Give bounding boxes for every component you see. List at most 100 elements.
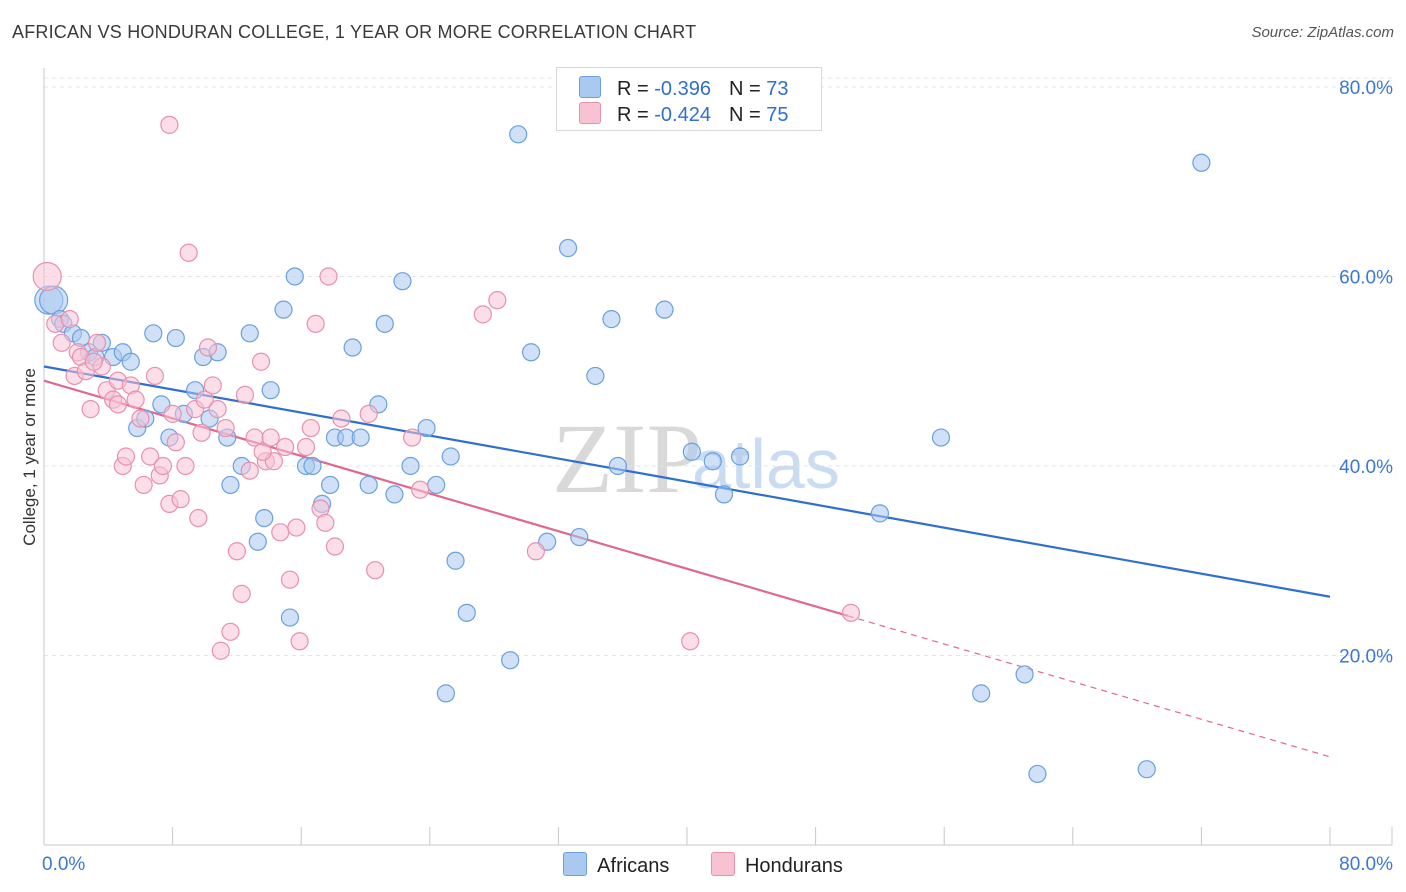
source-label: Source: ZipAtlas.com bbox=[1251, 24, 1394, 41]
point-africans bbox=[261, 381, 280, 400]
point-hondurans bbox=[145, 366, 165, 386]
point-hondurans bbox=[126, 390, 145, 409]
point-hondurans bbox=[87, 333, 107, 352]
point-hondurans bbox=[227, 542, 246, 561]
point-hondurans bbox=[319, 267, 338, 286]
legend-r-value-hondurans: -0.424 bbox=[654, 104, 711, 126]
point-hondurans bbox=[179, 243, 198, 262]
point-africans bbox=[602, 310, 621, 329]
point-hondurans bbox=[153, 456, 173, 476]
point-hondurans bbox=[140, 447, 160, 466]
point-hondurans bbox=[134, 475, 153, 495]
point-africans bbox=[1015, 665, 1034, 684]
point-hondurans bbox=[253, 442, 272, 461]
point-africans bbox=[436, 684, 455, 703]
gridlines bbox=[44, 77, 1392, 656]
point-hondurans bbox=[287, 518, 306, 537]
point-africans bbox=[285, 267, 304, 286]
point-hondurans bbox=[332, 409, 351, 428]
point-hondurans bbox=[261, 428, 280, 447]
point-hondurans bbox=[526, 542, 545, 561]
point-africans bbox=[1028, 764, 1047, 784]
point-africans bbox=[441, 447, 460, 466]
point-africans bbox=[446, 551, 465, 570]
point-hondurans bbox=[116, 447, 136, 466]
series-swatch-africans bbox=[563, 852, 588, 876]
point-hondurans bbox=[488, 291, 507, 310]
point-africans bbox=[608, 456, 627, 476]
point-hondurans bbox=[841, 603, 861, 622]
point-africans bbox=[714, 485, 734, 504]
point-hondurans bbox=[280, 570, 300, 589]
point-hondurans bbox=[232, 584, 251, 603]
axes bbox=[43, 68, 1393, 846]
series-legend-africans[interactable]: Africans bbox=[563, 852, 669, 878]
point-hondurans bbox=[189, 508, 208, 528]
point-hondurans bbox=[359, 404, 378, 423]
chart-title: AFRICAN VS HONDURAN COLLEGE, 1 YEAR OR M… bbox=[12, 22, 697, 42]
point-africans bbox=[558, 238, 578, 258]
point-africans bbox=[417, 418, 436, 438]
point-africans bbox=[501, 651, 520, 670]
point-hondurans bbox=[160, 115, 179, 134]
point-africans bbox=[255, 508, 274, 528]
point-africans bbox=[166, 328, 185, 348]
point-hondurans bbox=[276, 437, 295, 457]
legend-r-label: R = bbox=[617, 104, 649, 126]
point-africans bbox=[321, 475, 340, 495]
legend-swatch-africans bbox=[579, 76, 601, 98]
point-hondurans bbox=[301, 418, 320, 438]
legend-r-value-africans: -0.396 bbox=[654, 78, 711, 100]
point-africans bbox=[1192, 153, 1211, 172]
point-hondurans bbox=[60, 310, 79, 329]
legend-n-label: N = bbox=[728, 104, 761, 126]
point-hondurans bbox=[171, 490, 190, 509]
point-africans bbox=[401, 456, 420, 476]
point-africans bbox=[509, 125, 528, 144]
point-hondurans bbox=[221, 622, 240, 641]
x-tick-label-max: 80.0% bbox=[1339, 854, 1393, 875]
point-africans bbox=[655, 300, 674, 319]
point-hondurans bbox=[195, 390, 214, 409]
point-hondurans bbox=[316, 513, 335, 532]
series-legend-hondurans[interactable]: Hondurans bbox=[710, 852, 843, 878]
point-africans bbox=[303, 456, 322, 476]
point-hondurans bbox=[366, 561, 385, 580]
series-legend: Africans Hondurans bbox=[0, 852, 1406, 878]
y-tick-label-60: 60.0% bbox=[1339, 267, 1393, 288]
point-hondurans bbox=[403, 428, 422, 447]
point-africans bbox=[870, 504, 890, 523]
point-hondurans bbox=[32, 261, 62, 292]
point-hondurans bbox=[271, 523, 290, 542]
point-africans bbox=[121, 352, 140, 371]
point-africans bbox=[393, 272, 412, 291]
point-hondurans bbox=[108, 395, 128, 414]
point-hondurans bbox=[306, 314, 325, 333]
legend-swatch-hondurans bbox=[579, 102, 601, 124]
point-africans bbox=[972, 684, 991, 703]
point-hondurans bbox=[240, 461, 259, 480]
y-tick-label-40: 40.0% bbox=[1339, 457, 1393, 478]
point-hondurans bbox=[290, 632, 309, 651]
point-hondurans bbox=[211, 641, 230, 660]
x-tick-label-min: 0.0% bbox=[42, 854, 85, 875]
point-africans bbox=[586, 366, 605, 386]
point-africans bbox=[1137, 760, 1156, 779]
tick-labels: 20.0% 40.0% 60.0% 80.0% 0.0% 80.0% bbox=[42, 78, 1393, 875]
point-hondurans bbox=[203, 376, 222, 395]
point-hondurans bbox=[473, 305, 492, 324]
point-hondurans bbox=[198, 338, 218, 357]
point-hondurans bbox=[681, 632, 700, 651]
point-africans bbox=[359, 475, 378, 495]
data-points bbox=[32, 115, 1211, 784]
point-hondurans bbox=[325, 537, 345, 556]
legend-n-label: N = bbox=[728, 78, 761, 100]
point-africans bbox=[248, 532, 267, 551]
point-africans bbox=[343, 338, 362, 357]
point-hondurans bbox=[251, 352, 271, 371]
point-africans bbox=[427, 475, 446, 495]
point-hondurans bbox=[81, 400, 100, 419]
point-africans bbox=[931, 428, 951, 447]
correlation-legend: R = -0.396 N = 73 R = -0.424 N = 75 bbox=[556, 67, 822, 131]
